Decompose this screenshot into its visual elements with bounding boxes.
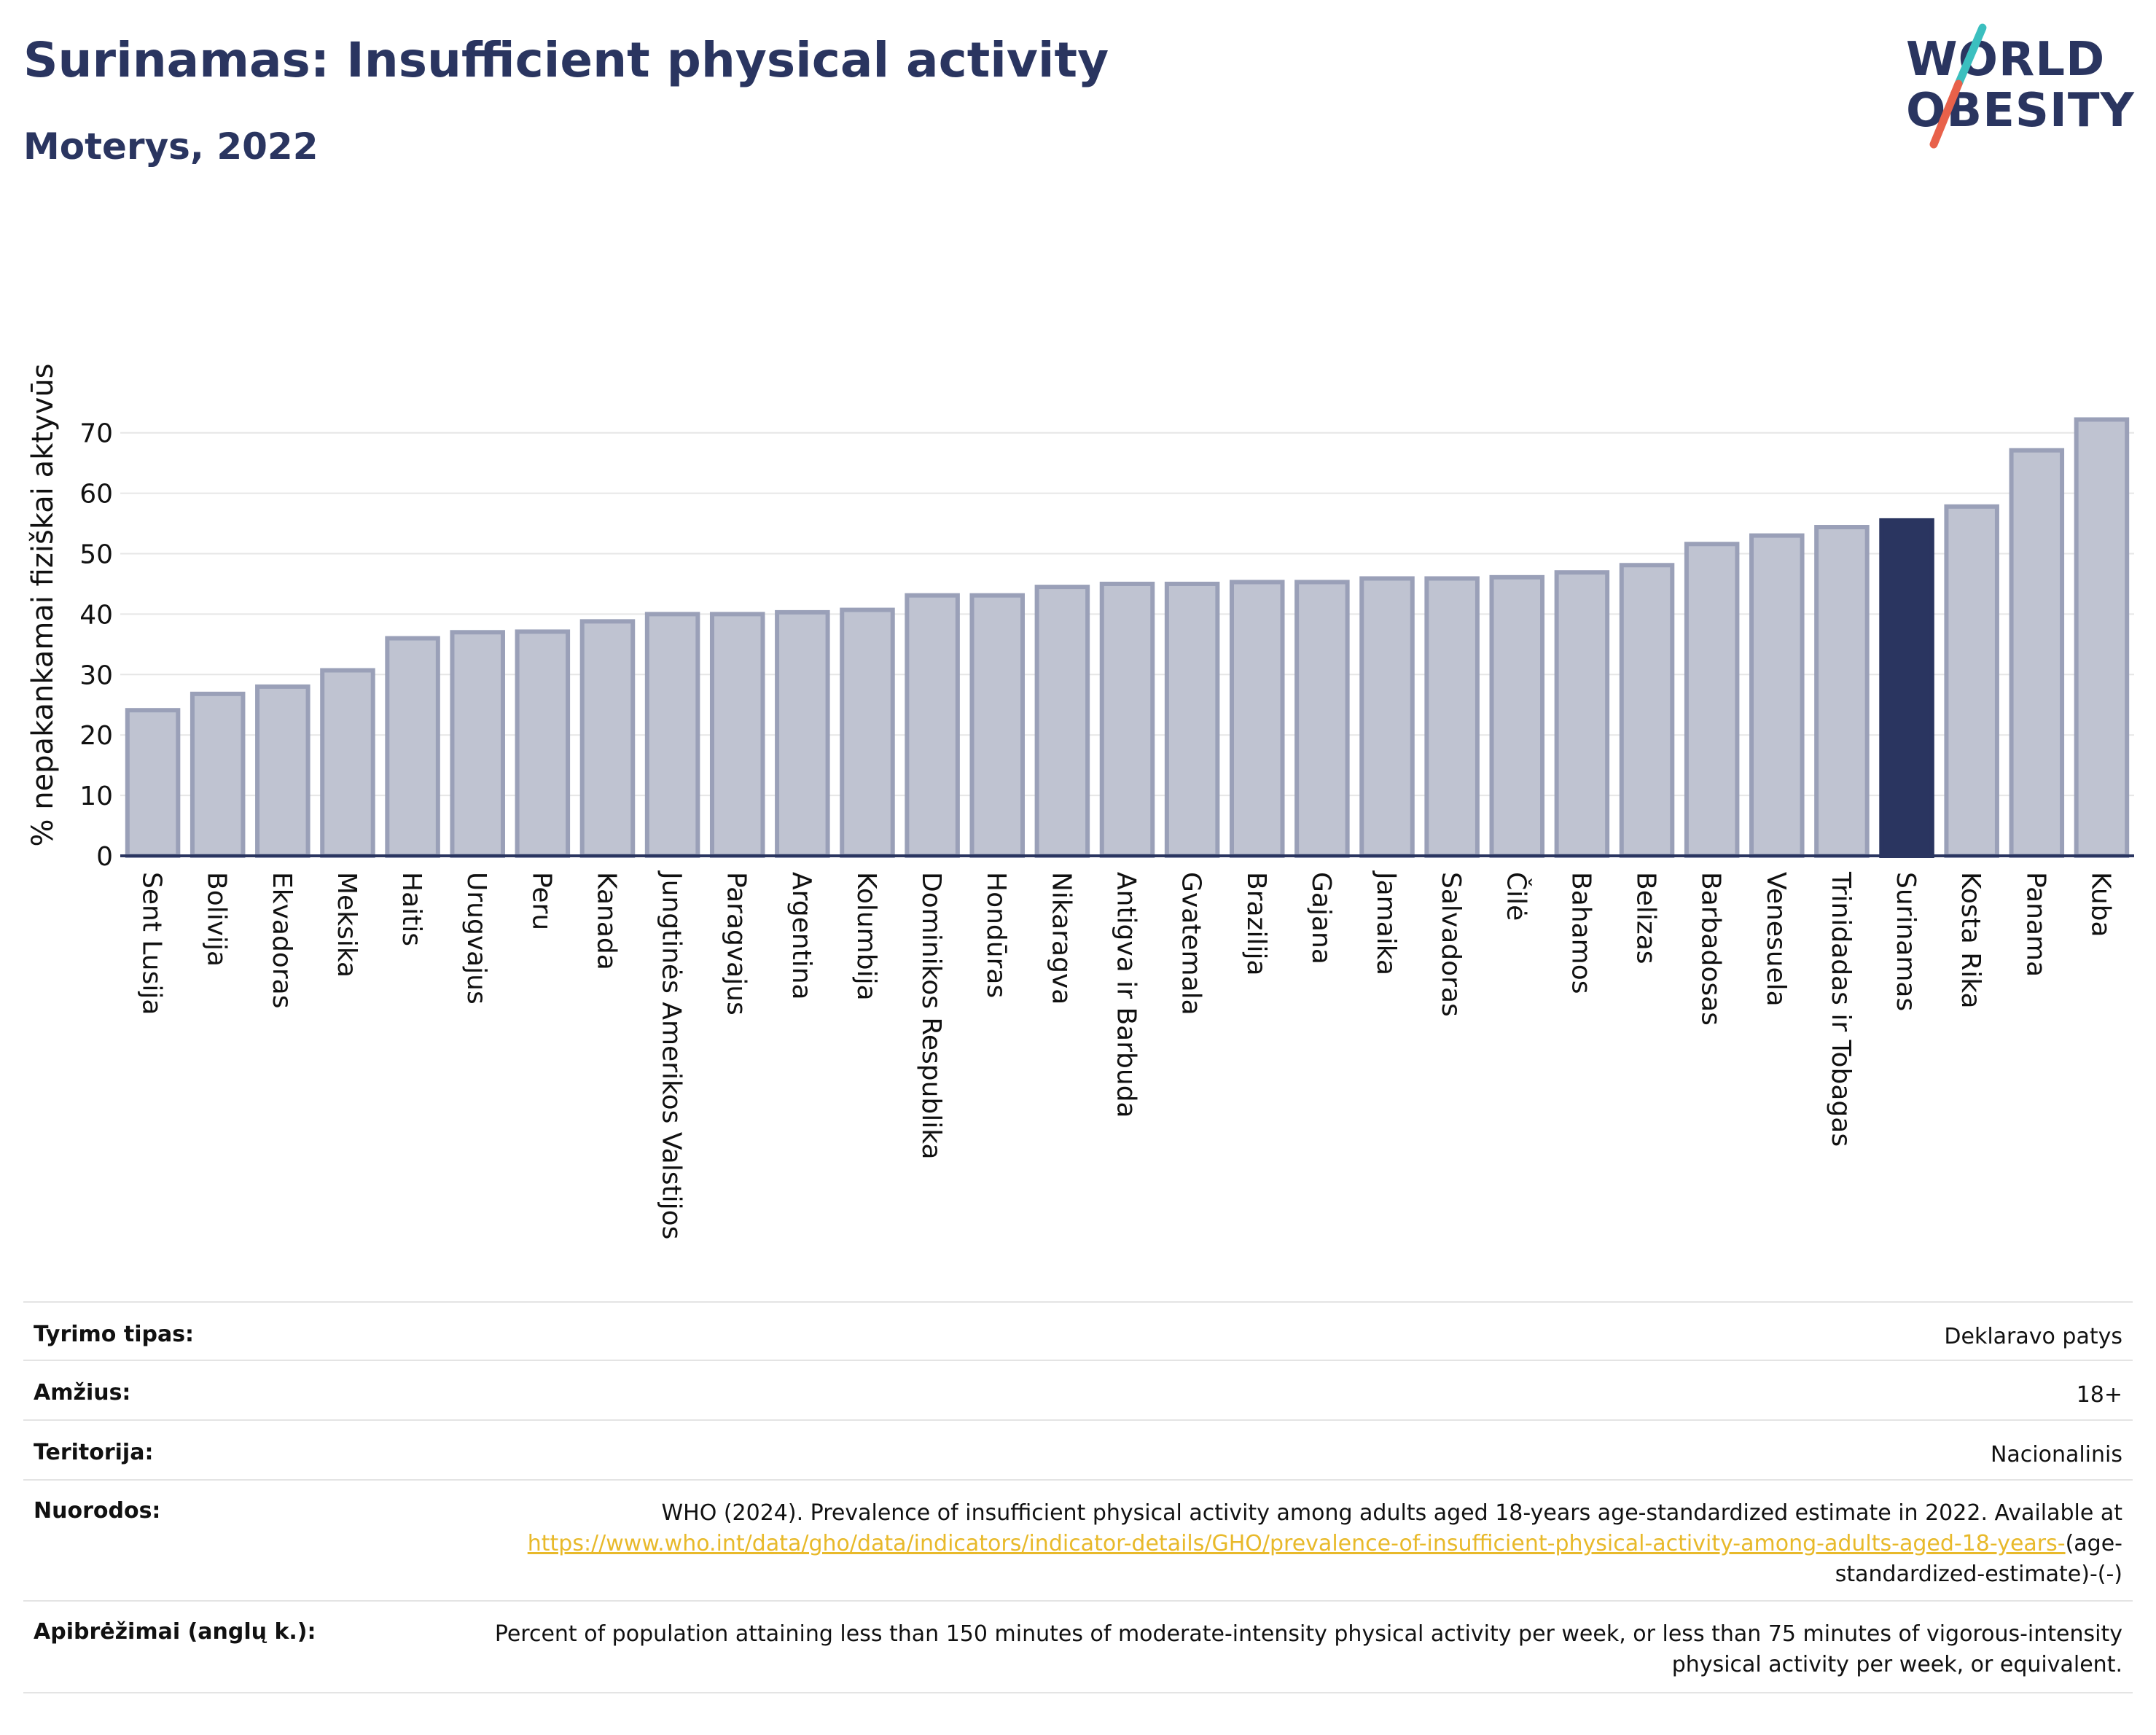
bar-brazilija [1229, 580, 1285, 858]
y-tick-label: 20 [79, 721, 113, 751]
x-tick-label: Panama [2020, 872, 2050, 977]
info-row-territory: Teritorija: Nacionalinis [23, 1419, 2133, 1480]
chart-bars [125, 417, 2130, 859]
x-tick-label: Kolumbija [851, 872, 881, 1001]
x-tick-label: Peru [526, 872, 556, 930]
bar-salvadoras [1424, 576, 1480, 858]
info-row-age: Amžius: 18+ [23, 1360, 2133, 1420]
study-type-label: Tyrimo tipas: [23, 1301, 461, 1360]
chart-x-ticks: Sent Lusija Bolivija Ekvadoras Meksika Haiti… [137, 870, 2116, 1239]
x-tick-label: Kanada [591, 872, 621, 970]
bar-kanada [579, 619, 636, 859]
x-tick-label: Belizas [1631, 872, 1661, 964]
page-title: Surinamas: Insufficient physical activit… [23, 32, 1109, 88]
x-tick-label: Nikaragva [1046, 872, 1076, 1005]
bar-argentina [775, 609, 830, 859]
bar-čilė [1489, 574, 1545, 858]
bar-belizas [1619, 563, 1675, 858]
x-tick-label: Venesuela [1761, 872, 1791, 1007]
bar-bolivija [190, 691, 246, 858]
bar-panama [2009, 448, 2065, 858]
world-obesity-logo: WORLD OBESITY [1895, 22, 2143, 153]
y-tick-label: 10 [79, 781, 113, 811]
y-tick-label: 70 [79, 419, 113, 449]
bar-jamaika [1359, 576, 1415, 858]
bar-paragvajus [709, 612, 765, 859]
bar-jungtinės-amerikos-valstijos [644, 612, 700, 859]
x-tick-label: Trinidadas ir Tobagas [1826, 871, 1856, 1147]
logo-slash-icon [1929, 23, 1987, 149]
references-label: Nuorodos: [23, 1479, 461, 1601]
bar-trinidadas-ir-tobagas [1814, 525, 1870, 858]
y-tick-label: 60 [79, 480, 113, 510]
x-tick-label: Gajana [1306, 872, 1336, 964]
age-value: 18+ [461, 1360, 2133, 1420]
x-tick-label: Čilė [1501, 872, 1531, 921]
y-tick-label: 50 [79, 540, 113, 570]
bar-meksika [320, 668, 375, 859]
definitions-label: Apibrėžimai (anglų k.): [23, 1600, 461, 1693]
y-axis-label: % nepakankamai fiziškai aktyvūs [26, 363, 60, 846]
references-link[interactable]: https://www.who.int/data/gho/data/indica… [527, 1531, 2066, 1556]
bar-kolumbija [840, 607, 895, 858]
x-tick-label: Ekvadoras [267, 872, 297, 1008]
references-suffix: (age-standardized-estimate)-(-) [1835, 1531, 2122, 1587]
references-value: WHO (2024). Prevalence of insufficient p… [461, 1479, 2133, 1601]
chart-y-ticks: 0 10 20 30 40 50 60 70 [79, 419, 113, 872]
x-tick-label: Gvatemala [1176, 872, 1206, 1015]
x-tick-label: Bahamos [1566, 872, 1595, 994]
bar-kuba [2074, 417, 2130, 859]
x-tick-label: Urugvajus [461, 872, 491, 1005]
bar-kosta-rika [1944, 504, 1999, 858]
x-tick-label: Dominikos Respublika [916, 872, 946, 1160]
study-type-value: Deklaravo patys [461, 1301, 2133, 1360]
bar-surinamas [1879, 518, 1934, 858]
x-tick-label: Surinamas [1891, 872, 1921, 1011]
x-tick-label: Brazilija [1241, 872, 1271, 976]
x-tick-label: Kuba [2085, 872, 2115, 937]
x-tick-label: Jungtinės Amerikos Valstijos [657, 870, 687, 1239]
y-tick-label: 0 [96, 842, 113, 872]
logo-line1: WORLD [1906, 33, 2106, 87]
bar-urugvajus [450, 630, 505, 859]
territory-value: Nacionalinis [461, 1419, 2133, 1480]
bar-haitis [385, 636, 440, 858]
bar-peru [515, 629, 571, 858]
info-row-study-type: Tyrimo tipas: Deklaravo patys [23, 1301, 2133, 1360]
bar-bahamos [1554, 570, 1610, 858]
x-tick-label: Jamaika [1371, 870, 1401, 975]
bar-barbadosas [1684, 542, 1740, 858]
bar-gvatemala [1164, 581, 1220, 858]
bar-sent-lusija [125, 708, 181, 858]
x-tick-label: Salvadoras [1436, 872, 1466, 1017]
info-table: Tyrimo tipas: Deklaravo patys Amžius: 18… [23, 1301, 2133, 1693]
bar-antigva-ir-barbuda [1099, 581, 1155, 858]
bar-nikaragva [1034, 585, 1090, 858]
age-label: Amžius: [23, 1360, 461, 1420]
bar-hondūras [969, 593, 1026, 858]
bar-dominikos-respublika [905, 593, 960, 858]
x-tick-label: Haitis [397, 872, 426, 946]
info-row-definitions: Apibrėžimai (anglų k.): Percent of popul… [23, 1600, 2133, 1693]
x-tick-label: Antigva ir Barbuda [1112, 872, 1141, 1118]
x-tick-label: Paragvajus [722, 872, 751, 1015]
x-tick-label: Kosta Rika [1956, 872, 1985, 1009]
bar-ekvadoras [255, 684, 310, 858]
x-tick-label: Argentina [786, 872, 816, 1000]
y-tick-label: 30 [79, 660, 113, 690]
x-tick-label: Bolivija [202, 872, 232, 967]
x-tick-label: Sent Lusija [137, 872, 167, 1015]
x-tick-label: Meksika [332, 872, 362, 978]
territory-label: Teritorija: [23, 1419, 461, 1480]
references-text: WHO (2024). Prevalence of insufficient p… [661, 1500, 2122, 1526]
x-tick-label: Barbadosas [1696, 872, 1726, 1026]
info-row-references: Nuorodos: WHO (2024). Prevalence of insu… [23, 1479, 2133, 1601]
x-tick-label: Hondūras [981, 872, 1011, 998]
definitions-value: Percent of population attaining less tha… [461, 1600, 2133, 1693]
bar-chart: 0 10 20 30 40 50 60 70 Sent Lusija Bolivija Ekvad… [26, 363, 2134, 1239]
bar-gajana [1294, 580, 1350, 858]
page-subtitle: Moterys, 2022 [23, 125, 319, 168]
y-tick-label: 40 [79, 600, 113, 630]
bar-venesuela [1749, 533, 1805, 858]
